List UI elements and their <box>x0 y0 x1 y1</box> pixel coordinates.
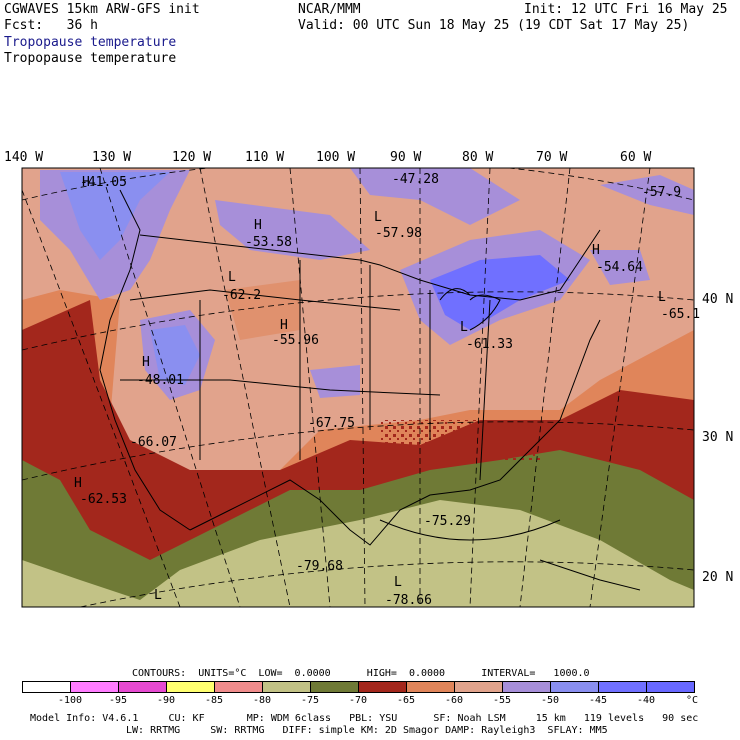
legend-tick-label: -40 <box>636 695 656 706</box>
extremum-value: -62.53 <box>80 492 127 507</box>
extremum-value: -66.07 <box>130 435 177 450</box>
legend-tick-label: -80 <box>252 695 272 706</box>
legend-swatch <box>166 681 215 693</box>
valid-time: Valid: 00 UTC Sun 18 May 25 (19 CDT Sat … <box>298 18 690 33</box>
extremum-value: -79.68 <box>296 559 343 574</box>
extremum-value: -53.58 <box>245 235 292 250</box>
lon-label: 80 W <box>462 150 494 165</box>
extremum-value: -57.9 <box>642 185 682 200</box>
extremum-value: -61.33 <box>466 337 513 352</box>
map-frame <box>21 167 695 608</box>
lat-label: 30 N <box>702 430 734 445</box>
extremum-value: -47.28 <box>392 172 439 187</box>
extremum-value: -41.05 <box>80 175 127 190</box>
legend-swatch <box>358 681 407 693</box>
model-info-line1: Model Info: V4.6.1 CU: KF MP: WDM 6class… <box>30 713 699 724</box>
extremum-type: L <box>154 588 162 603</box>
extremum-value: -57.98 <box>375 226 422 241</box>
lon-label: 100 W <box>316 150 356 165</box>
legend-swatch <box>598 681 647 693</box>
legend-tick-label: -85 <box>204 695 224 706</box>
init-time: Init: 12 UTC Fri 16 May 25 <box>524 2 728 17</box>
field-title-contour: Tropopause temperature <box>4 51 177 66</box>
field-title-colored: Tropopause temperature <box>4 35 177 50</box>
lon-label: 90 W <box>390 150 422 165</box>
legend-tick-label: -65 <box>396 695 416 706</box>
lon-label: 130 W <box>92 150 132 165</box>
extremum-value: -65.1 <box>661 307 701 322</box>
lat-label: 40 N <box>702 292 734 307</box>
model-info-line2: LW: RRTMG SW: RRTMG DIFF: simple KM: 2D … <box>126 725 608 736</box>
legend-swatch <box>262 681 311 693</box>
extremum-type: L <box>460 320 468 335</box>
extremum-type: L <box>228 270 236 285</box>
legend-swatch <box>646 681 695 693</box>
extremum-type: H <box>74 476 82 491</box>
legend-swatch <box>550 681 599 693</box>
extremum-value: -54.64 <box>596 260 643 275</box>
extremum-type: H <box>592 243 600 258</box>
lon-label: 140 W <box>4 150 44 165</box>
legend-swatch <box>406 681 455 693</box>
extremum-type: L <box>394 575 402 590</box>
extremum-type: L <box>374 210 382 225</box>
extremum-type: H <box>142 355 150 370</box>
legend-swatch <box>502 681 551 693</box>
legend-tick-label: -50 <box>540 695 560 706</box>
legend-tick-label: -95 <box>108 695 128 706</box>
legend-tick-label: -70 <box>348 695 368 706</box>
lon-label: 110 W <box>245 150 285 165</box>
legend-swatch <box>22 681 71 693</box>
legend-swatch <box>118 681 167 693</box>
model-title: CGWAVES 15km ARW-GFS init <box>4 2 200 17</box>
political-boundaries <box>99 189 641 591</box>
extremum-value: -78.66 <box>385 593 432 608</box>
legend-tick-label: -90 <box>156 695 176 706</box>
legend-tick-label: -60 <box>444 695 464 706</box>
lat-label: 20 N <box>702 570 734 585</box>
legend-swatch <box>454 681 503 693</box>
center-label: NCAR/MMM <box>298 2 361 17</box>
legend-tick-label: -75 <box>300 695 320 706</box>
legend-tick-label: -100 <box>57 695 83 706</box>
lon-label: 120 W <box>172 150 212 165</box>
legend-swatch <box>310 681 359 693</box>
extremum-type: H <box>82 175 90 190</box>
lon-label: 70 W <box>536 150 568 165</box>
forecast-hour: Fcst: 36 h <box>4 18 98 33</box>
legend-swatch <box>214 681 263 693</box>
legend-swatch <box>70 681 119 693</box>
extremum-value: -55.96 <box>272 333 319 348</box>
legend-tick-label: -45 <box>588 695 608 706</box>
lon-label: 60 W <box>620 150 652 165</box>
extremum-type: L <box>658 290 666 305</box>
extremum-value: -62.2 <box>222 288 262 303</box>
legend-tick-label: -55 <box>492 695 512 706</box>
legend-tick-label: °C <box>685 695 699 706</box>
extremum-value: -67.75 <box>308 416 355 431</box>
extremum-type: H <box>254 218 262 233</box>
filled-temperature-field <box>22 168 694 607</box>
extremum-value: -48.01 <box>137 373 184 388</box>
extremum-type: H <box>280 318 288 333</box>
contours-info: CONTOURS: UNITS=°C LOW= 0.0000 HIGH= 0.0… <box>132 668 590 679</box>
extremum-value: -75.29 <box>424 514 471 529</box>
tropopause-temperature-map <box>21 167 695 608</box>
